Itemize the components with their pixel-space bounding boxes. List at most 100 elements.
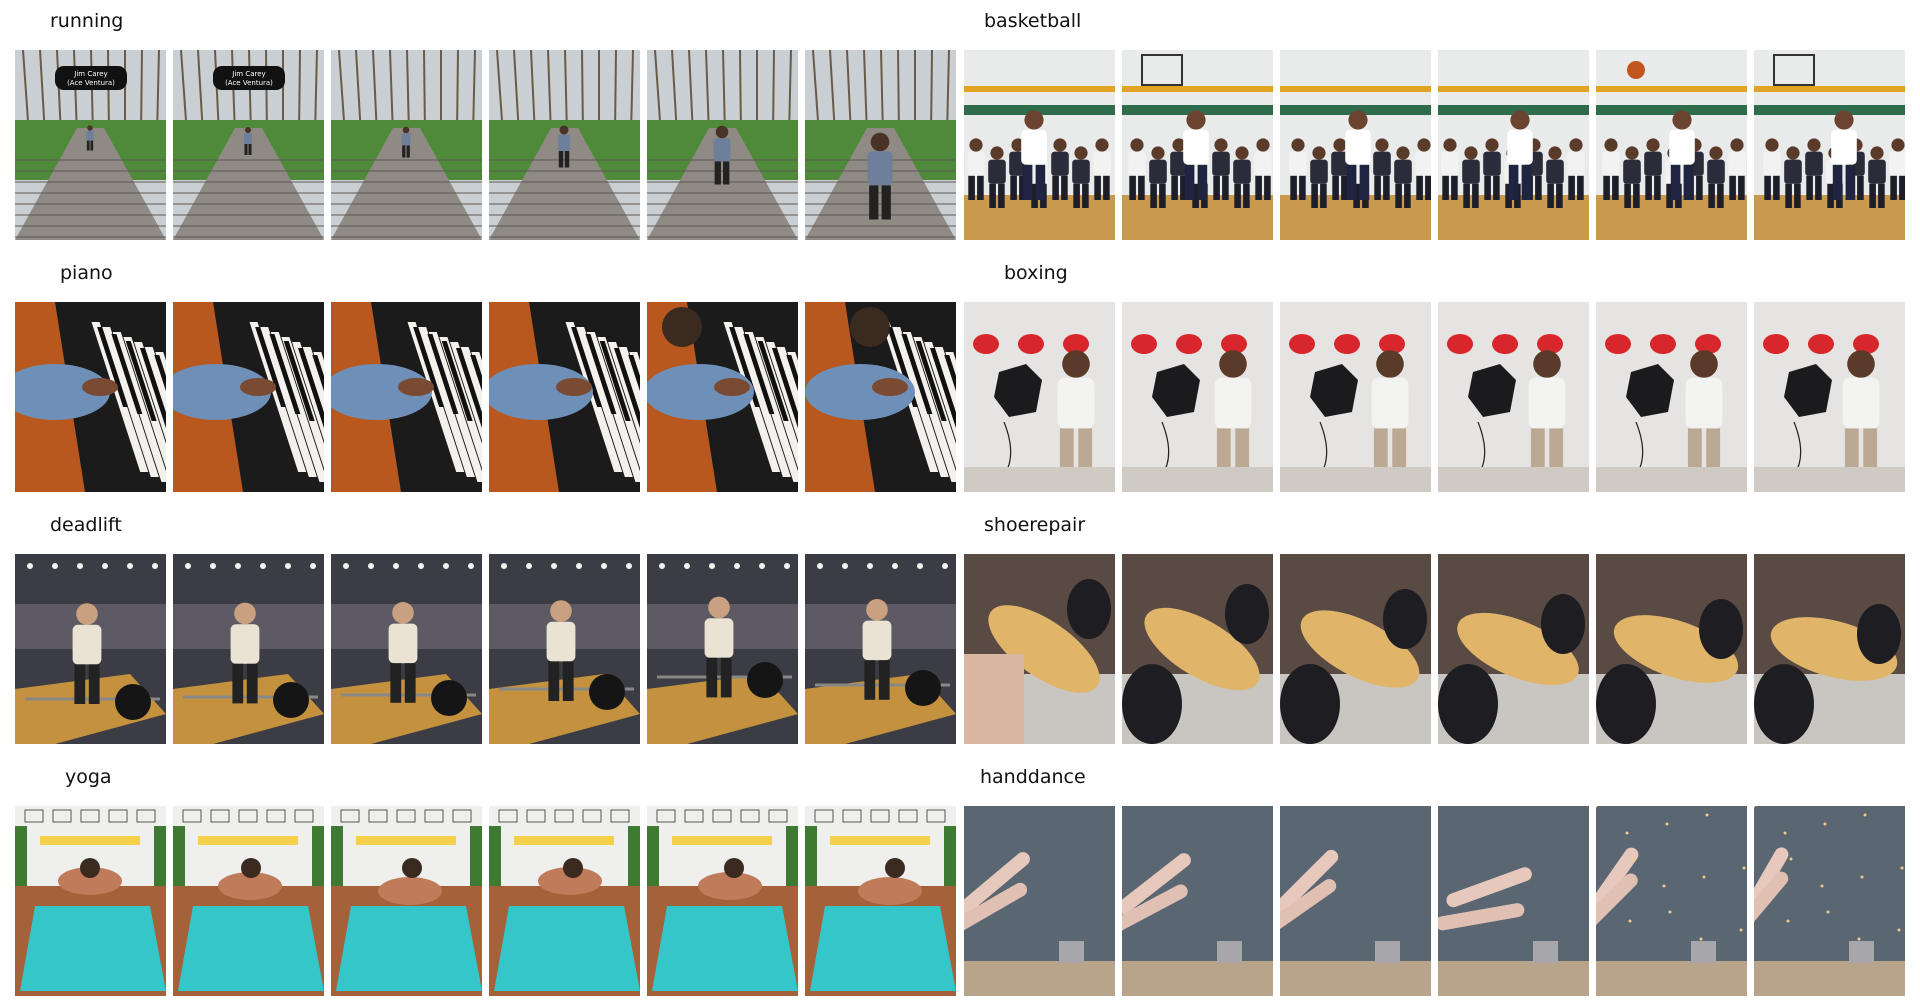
frame-image xyxy=(331,302,482,492)
frame-image xyxy=(1754,806,1905,996)
video-frame xyxy=(1122,50,1273,240)
frame-image: Jim Carey(Ace Ventura) xyxy=(173,50,324,240)
frame-image xyxy=(647,302,798,492)
frame-image xyxy=(1122,554,1273,744)
frame-image xyxy=(489,302,640,492)
frame-image xyxy=(647,806,798,996)
frame-image xyxy=(1122,302,1273,492)
video-frame xyxy=(1280,50,1431,240)
frame-image xyxy=(489,554,640,744)
frame-image xyxy=(1754,302,1905,492)
frame-image xyxy=(1754,50,1905,240)
video-frame xyxy=(1122,554,1273,744)
video-frame xyxy=(647,806,798,996)
frame-image: Jim Carey(Ace Ventura) xyxy=(15,50,166,240)
video-frame xyxy=(173,806,324,996)
frame-image xyxy=(331,806,482,996)
video-frame xyxy=(964,302,1115,492)
frame-image xyxy=(805,806,956,996)
video-frame xyxy=(647,554,798,744)
video-frame xyxy=(805,50,956,240)
video-frame xyxy=(1596,806,1747,996)
frame-image xyxy=(1596,50,1747,240)
frame-image xyxy=(15,302,166,492)
group-label: shoerepair xyxy=(984,514,1086,536)
video-frame xyxy=(489,806,640,996)
video-frame xyxy=(1754,302,1905,492)
frame-image xyxy=(1122,50,1273,240)
video-frame xyxy=(805,554,956,744)
video-frame xyxy=(1122,302,1273,492)
group-label: yoga xyxy=(65,766,112,788)
video-frame xyxy=(1596,302,1747,492)
video-frame xyxy=(1438,50,1589,240)
frame-image xyxy=(1280,806,1431,996)
frame-image xyxy=(647,50,798,240)
video-frame xyxy=(1596,554,1747,744)
frame-image xyxy=(805,50,956,240)
overlay-caption-line1: Jim Carey xyxy=(231,70,265,78)
video-frame xyxy=(647,50,798,240)
overlay-caption-line2: (Ace Ventura) xyxy=(225,79,273,87)
frame-image xyxy=(647,554,798,744)
frame-image xyxy=(1122,806,1273,996)
video-frame xyxy=(15,554,166,744)
video-frame xyxy=(1596,50,1747,240)
frame-image xyxy=(173,302,324,492)
group-label: piano xyxy=(60,262,113,284)
group-label: boxing xyxy=(1004,262,1068,284)
video-frame: Jim Carey (Ace Ventura) xyxy=(15,50,166,240)
frame-image xyxy=(1280,50,1431,240)
video-frame xyxy=(1280,302,1431,492)
video-frame xyxy=(489,50,640,240)
group-label: running xyxy=(50,10,124,32)
frame-image xyxy=(1438,50,1589,240)
video-frame xyxy=(331,302,482,492)
video-frame xyxy=(1438,302,1589,492)
video-frame xyxy=(1280,554,1431,744)
video-frame xyxy=(15,806,166,996)
video-frame xyxy=(489,302,640,492)
video-frame xyxy=(173,554,324,744)
frame-image xyxy=(1438,806,1589,996)
frame-image xyxy=(1754,554,1905,744)
frame-image xyxy=(1596,554,1747,744)
video-frame: Jim Carey (Ace Ventura) xyxy=(173,50,324,240)
frame-image xyxy=(15,806,166,996)
frame-image xyxy=(1596,806,1747,996)
frame-image xyxy=(489,50,640,240)
frame-image xyxy=(331,50,482,240)
video-frame xyxy=(1438,806,1589,996)
group-label: handdance xyxy=(980,766,1086,788)
video-frame xyxy=(15,302,166,492)
overlay-caption-line2: (Ace Ventura) xyxy=(67,79,115,87)
frame-image xyxy=(331,554,482,744)
frame-image xyxy=(15,554,166,744)
video-frame xyxy=(805,806,956,996)
frame-image xyxy=(805,554,956,744)
video-frame xyxy=(489,554,640,744)
video-frame xyxy=(173,302,324,492)
video-frame xyxy=(331,806,482,996)
video-frame xyxy=(647,302,798,492)
frame-image xyxy=(1596,302,1747,492)
overlay-caption-line1: Jim Carey xyxy=(73,70,107,78)
video-frame xyxy=(331,50,482,240)
frame-image xyxy=(964,806,1115,996)
video-frame xyxy=(1754,50,1905,240)
video-frame xyxy=(964,554,1115,744)
group-label: basketball xyxy=(984,10,1082,32)
video-frame xyxy=(1122,806,1273,996)
group-label: deadlift xyxy=(50,514,122,536)
frame-image xyxy=(1280,554,1431,744)
video-frame xyxy=(1280,806,1431,996)
frame-image xyxy=(173,806,324,996)
frame-image xyxy=(964,302,1115,492)
frame-image xyxy=(1280,302,1431,492)
video-frame xyxy=(964,50,1115,240)
frame-image xyxy=(1438,554,1589,744)
video-frame xyxy=(1438,554,1589,744)
frame-image xyxy=(489,806,640,996)
frame-image xyxy=(1438,302,1589,492)
video-frame xyxy=(1754,554,1905,744)
